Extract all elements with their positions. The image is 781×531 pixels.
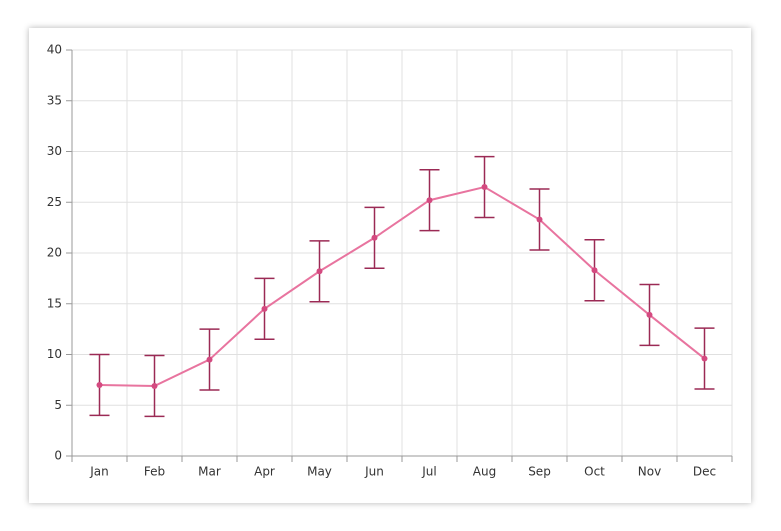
marker (316, 268, 323, 275)
x-tick-label: Mar (198, 465, 221, 479)
marker (206, 356, 213, 363)
y-tick-label: 25 (47, 195, 62, 209)
y-tick-label: 15 (47, 296, 62, 310)
x-tick-label: May (307, 465, 332, 479)
y-tick-label: 30 (47, 144, 62, 158)
marker (151, 382, 158, 389)
x-tick-label: Oct (584, 465, 605, 479)
y-tick-label: 0 (54, 449, 62, 463)
line (99, 185, 706, 387)
x-tick-label: Sep (528, 465, 551, 479)
marker (371, 234, 378, 241)
marker (701, 355, 708, 362)
chart-card (29, 28, 751, 503)
x-tick-label: Dec (693, 465, 716, 479)
y-tick-label: 5 (54, 398, 62, 412)
y-tick-label: 20 (47, 246, 62, 260)
x-tick-label: Jan (89, 465, 109, 479)
marker (481, 184, 488, 191)
marker (591, 267, 598, 274)
x-tick-label: Jul (421, 465, 436, 479)
y-tick-label: 40 (47, 43, 62, 57)
marker (261, 305, 268, 312)
x-tick-label: Jun (364, 465, 384, 479)
marker (96, 381, 103, 388)
marker (536, 216, 543, 223)
marker (426, 197, 433, 204)
x-tick-label: Aug (473, 465, 496, 479)
x-tick-label: Apr (254, 465, 275, 479)
y-tick-label: 35 (47, 93, 62, 107)
x-tick-label: Nov (638, 465, 661, 479)
y-tick-label: 10 (47, 347, 62, 361)
x-tick-label: Feb (144, 465, 165, 479)
marker (646, 311, 653, 318)
